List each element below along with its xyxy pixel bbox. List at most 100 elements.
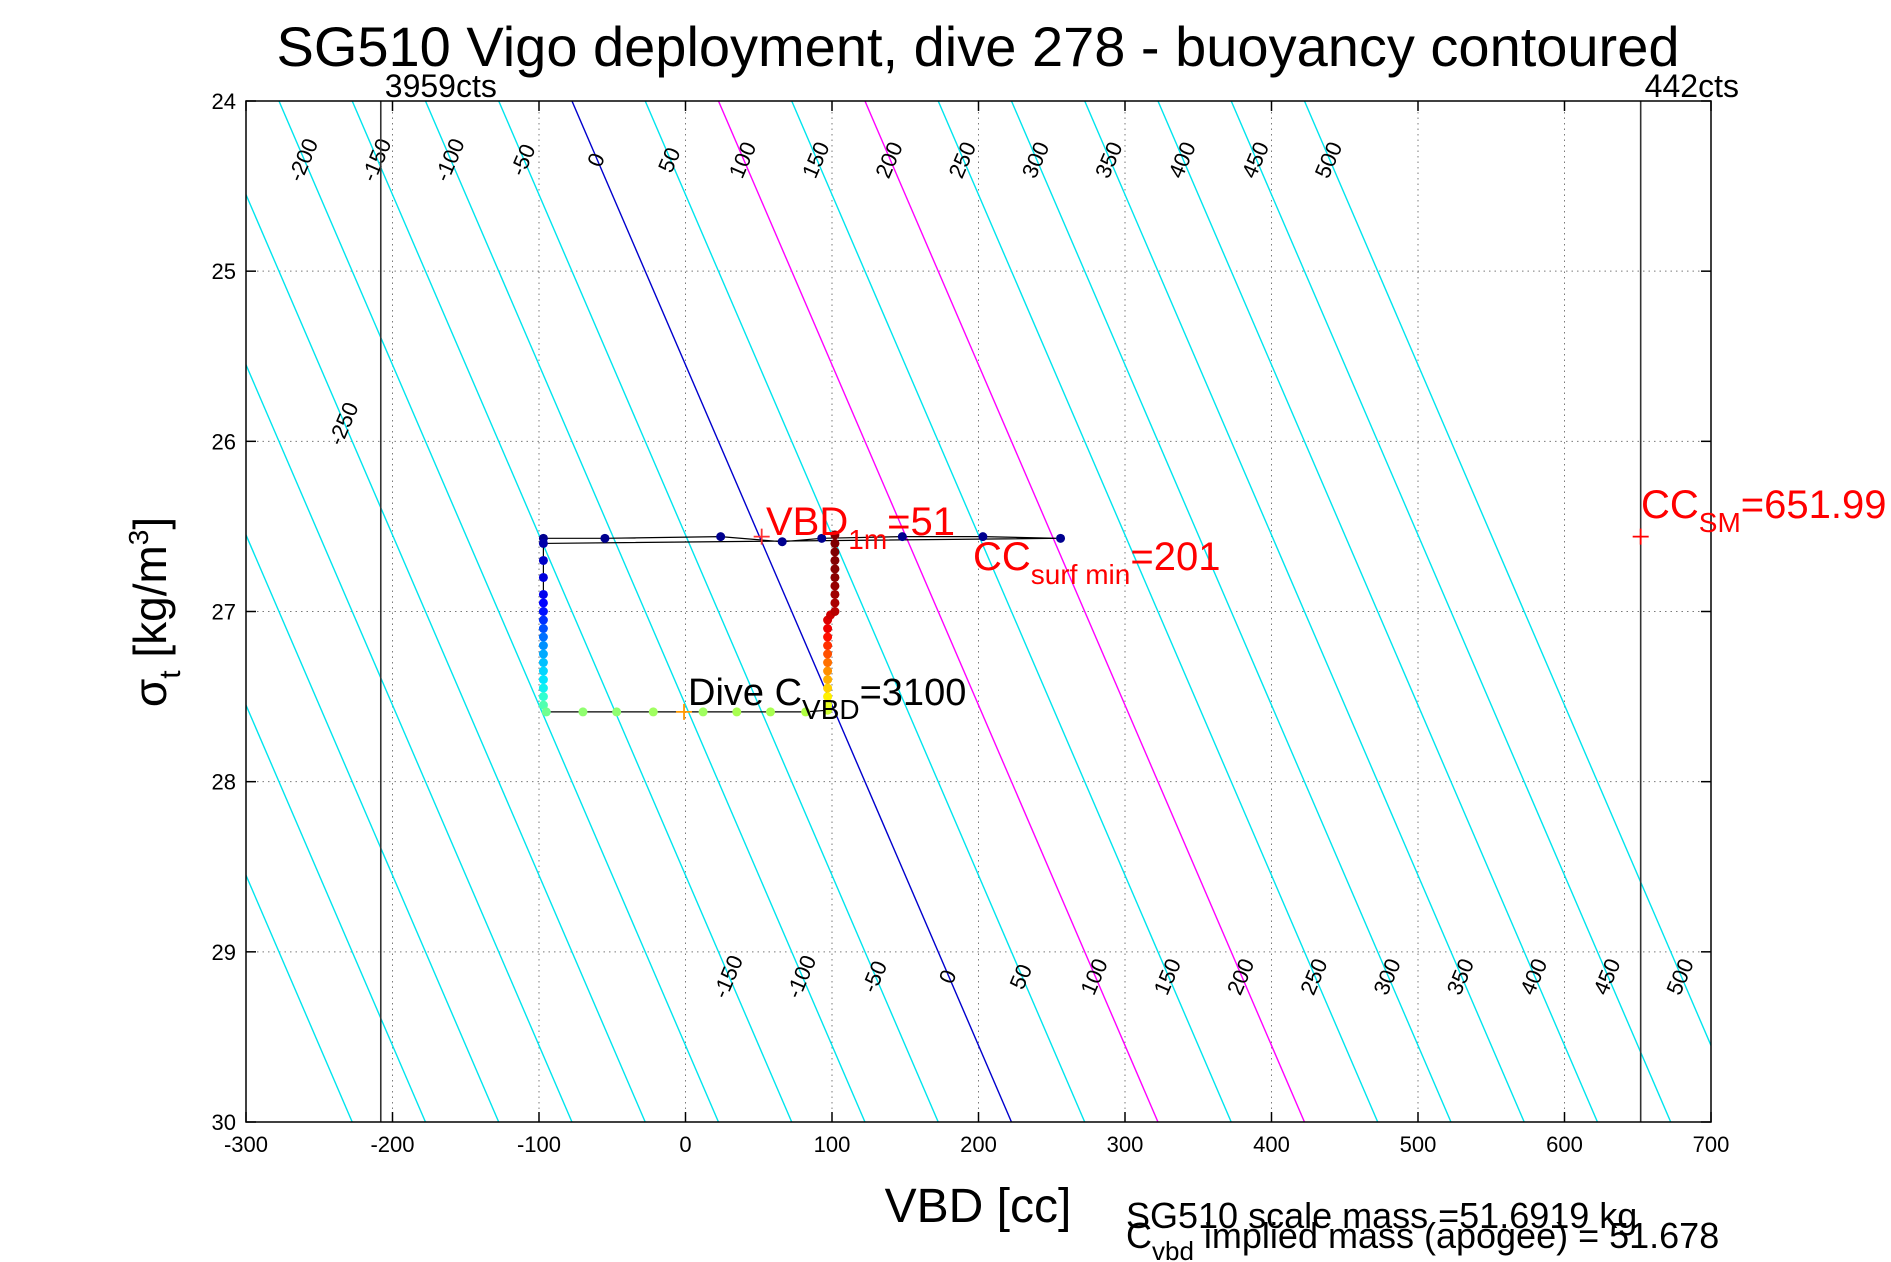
- cc-sm-marker: [1632, 528, 1649, 545]
- trajectory-point: [830, 547, 840, 557]
- scale-mass-note: SG510 scale mass =51.6919 kg: [1126, 1195, 1637, 1236]
- trajectory-point: [823, 700, 833, 710]
- trajectory-point: [823, 641, 833, 651]
- trajectory-point: [538, 692, 548, 702]
- bottom-label: 150: [1149, 955, 1186, 999]
- y-tick-label: 28: [212, 770, 236, 795]
- buoyancy-contours: [246, 101, 1711, 1122]
- implied-mass-note: Cvbd implied mass (apogee) = 51.678: [1126, 1215, 1719, 1262]
- x-tick-label: 200: [960, 1132, 997, 1157]
- trajectory-point: [801, 707, 811, 717]
- contour-line: [1010, 101, 1452, 1122]
- count-limit-label: 442cts: [1645, 68, 1739, 104]
- y-tick-label: 30: [212, 1110, 236, 1135]
- x-tick-label: -100: [517, 1132, 561, 1157]
- trajectory-point: [823, 683, 833, 693]
- x-tick-label: -300: [224, 1132, 268, 1157]
- trajectory-point: [830, 564, 840, 574]
- bottom-label: 100: [1075, 955, 1112, 999]
- trajectory-point: [823, 649, 833, 659]
- top-label: 350: [1090, 138, 1127, 182]
- trajectory-point: [978, 532, 988, 542]
- contour-line: [278, 101, 720, 1122]
- trajectory-point: [830, 581, 840, 591]
- x-tick-label: 400: [1253, 1132, 1290, 1157]
- trajectory-point: [538, 572, 548, 582]
- trajectory-point: [830, 572, 840, 582]
- trajectory-point: [538, 683, 548, 693]
- contour-line: [424, 101, 866, 1122]
- cc-sm-annotation: CCSM=651.99: [1641, 483, 1886, 538]
- trajectory-point: [823, 666, 833, 676]
- trajectory-point: [538, 598, 548, 608]
- trajectory-point: [823, 658, 833, 668]
- trajectory-point: [716, 532, 726, 542]
- count-limit-label: 3959cts: [385, 68, 497, 104]
- bottom-label: 500: [1661, 955, 1698, 999]
- trajectory-point: [538, 538, 548, 548]
- contour-line: [717, 101, 1159, 1122]
- contour-line: [1084, 101, 1525, 1122]
- trajectory-point: [538, 649, 548, 659]
- x-tick-label: 0: [679, 1132, 691, 1157]
- top-label: 300: [1017, 138, 1054, 182]
- x-tick-label: 300: [1107, 1132, 1144, 1157]
- trajectory-point: [1056, 533, 1066, 543]
- bottom-label: -150: [708, 952, 748, 1002]
- y-tick-label: 29: [212, 940, 236, 965]
- x-tick-label: 600: [1546, 1132, 1583, 1157]
- contour-line: [1157, 101, 1599, 1122]
- trajectory-point: [538, 632, 548, 642]
- trajectory-point: [698, 707, 708, 717]
- y-tick-label: 27: [212, 600, 236, 625]
- axis-ticks: -300 -200 -100 0 100 200 300 400 500 600 700242526…: [212, 89, 1730, 1157]
- bottom-label: 450: [1588, 955, 1625, 999]
- top-label: -50: [505, 140, 541, 179]
- annotations: VBD1m=51 CCsurf min=201 CCSM=651.99 Dive…: [688, 483, 1886, 1262]
- trajectory-point: [612, 707, 622, 717]
- top-label: 250: [944, 138, 981, 182]
- contour-line: [246, 192, 646, 1122]
- bottom-label: -50: [857, 957, 893, 996]
- trajectory-point: [830, 555, 840, 565]
- top-label: -150: [356, 135, 396, 185]
- trajectory-point: [538, 555, 548, 565]
- trajectory-point: [897, 532, 907, 542]
- contour-line: [1303, 101, 1711, 1048]
- contour-line: [498, 101, 939, 1122]
- trajectory-point: [538, 675, 548, 685]
- bottom-label: 350: [1442, 955, 1479, 999]
- contour-line: [937, 101, 1379, 1122]
- top-label: 450: [1237, 138, 1274, 182]
- top-label: 100: [724, 138, 761, 182]
- trajectory-point: [538, 615, 548, 625]
- bottom-label: -100: [781, 952, 821, 1002]
- chart-title: SG510 Vigo deployment, dive 278 - buoyan…: [276, 15, 1679, 78]
- x-tick-label: 100: [814, 1132, 851, 1157]
- top-label: 0: [582, 149, 610, 170]
- trajectory-point: [765, 707, 775, 717]
- top-label: 50: [653, 144, 686, 176]
- trajectory-point: [600, 533, 610, 543]
- contour-line: [246, 533, 500, 1122]
- marker-cross: [753, 528, 770, 545]
- trajectory-point: [823, 624, 833, 634]
- contour-line: [1230, 101, 1672, 1122]
- dive-trajectory: [538, 528, 1649, 720]
- trajectory-point: [830, 598, 840, 608]
- trajectory-point: [538, 658, 548, 668]
- y-axis-label: σt [kg/m3]: [123, 517, 187, 707]
- marker-cross: [676, 703, 693, 720]
- x-tick-label: 500: [1400, 1132, 1437, 1157]
- trajectory-point: [538, 666, 548, 676]
- cc-surf-min-annotation: CCsurf min=201: [973, 535, 1220, 590]
- contour-line: [864, 101, 1306, 1122]
- trajectory-point: [830, 538, 840, 548]
- trajectory-point: [538, 589, 548, 599]
- vbd-1m-annotation: VBD1m=51: [766, 500, 955, 555]
- y-tick-label: 24: [212, 89, 236, 114]
- contour-line: [644, 101, 1086, 1122]
- top-label: 200: [870, 138, 907, 182]
- trajectory-point: [823, 675, 833, 685]
